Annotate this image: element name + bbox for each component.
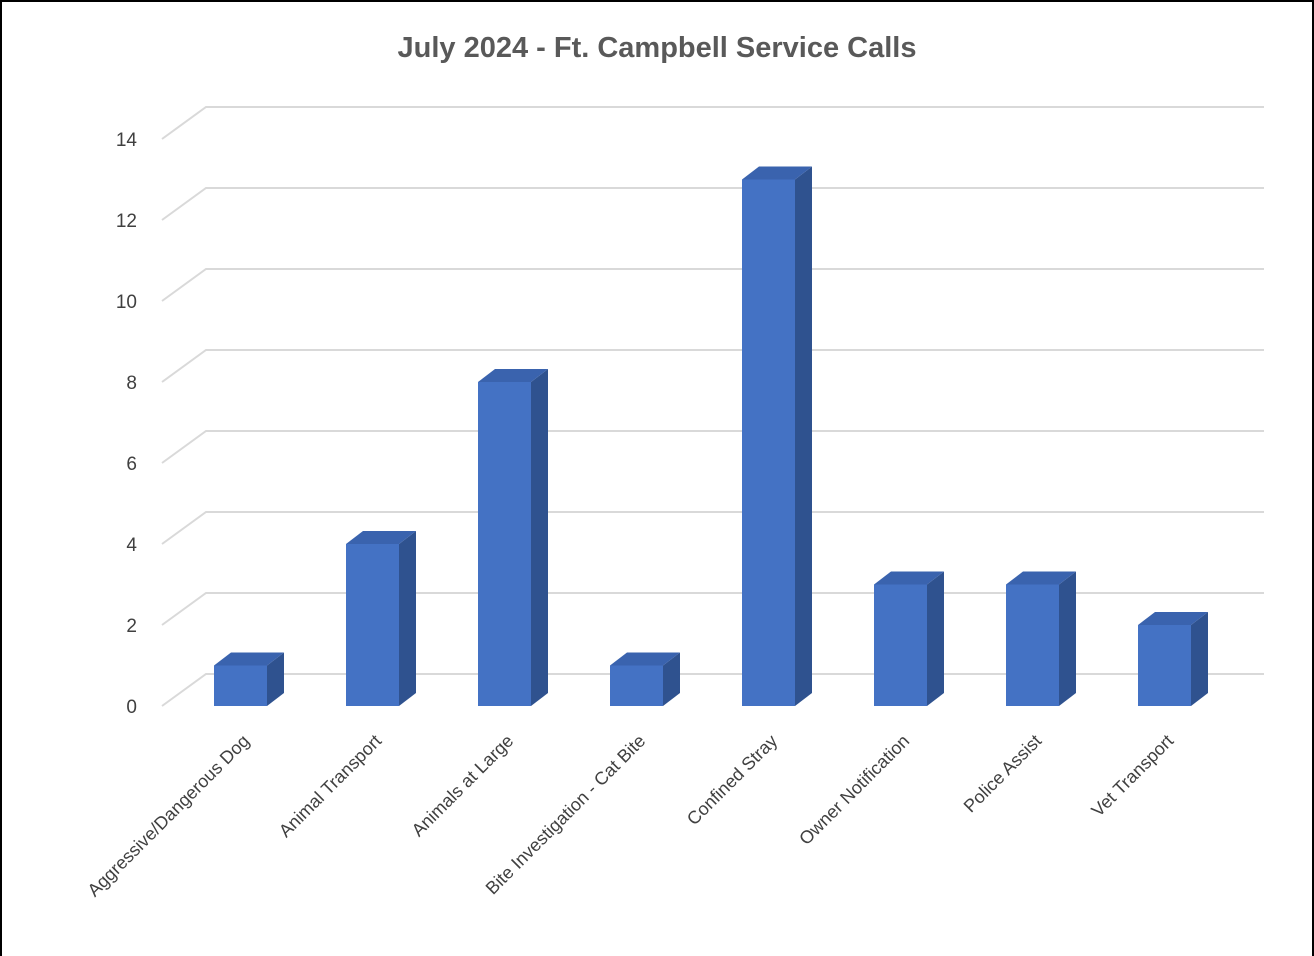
x-category-label: Confined Stray <box>683 731 781 829</box>
bar-top <box>346 531 416 544</box>
bar <box>874 571 944 706</box>
bar-top <box>1006 571 1076 585</box>
y-tick-label: 10 <box>116 292 137 313</box>
gridline <box>161 592 1264 626</box>
bar-side <box>663 652 680 706</box>
bar <box>346 531 416 706</box>
x-category-label: Owner Notification <box>795 731 913 849</box>
x-category-label: Bite Investigation - Cat Bite <box>482 731 650 899</box>
y-axis-ticks: 0 2 4 6 8 10 12 14 <box>116 130 138 718</box>
bar <box>610 652 680 706</box>
x-axis-labels: Aggressive/Dangerous Dog Animal Transport… <box>84 731 1178 901</box>
bar-side <box>927 571 944 706</box>
bar-side <box>1191 612 1208 706</box>
gridline <box>161 673 1264 707</box>
gridline <box>161 349 1264 383</box>
gridline <box>161 430 1264 464</box>
bar-front <box>478 382 531 706</box>
bar <box>214 652 284 706</box>
y-tick-label: 4 <box>126 535 137 556</box>
bar-top <box>1138 612 1208 625</box>
bar-top <box>742 166 812 180</box>
y-tick-label: 6 <box>126 454 137 475</box>
bar-side <box>267 652 284 706</box>
bar <box>1006 571 1076 706</box>
bar-front <box>874 584 927 706</box>
x-category-label: Animal Transport <box>275 731 385 841</box>
bar-front <box>1006 584 1059 706</box>
bar-top <box>610 652 680 666</box>
gridline <box>161 187 1264 221</box>
chart-title: July 2024 - Ft. Campbell Service Calls <box>397 32 917 64</box>
bar-front <box>346 544 399 706</box>
y-tick-label: 8 <box>126 373 137 394</box>
bar-top <box>214 652 284 666</box>
x-category-label: Police Assist <box>960 731 1046 817</box>
bar-side <box>531 369 548 706</box>
bar-top <box>874 571 944 585</box>
gridline <box>161 511 1264 545</box>
x-category-label: Animals at Large <box>408 731 518 841</box>
bar-front <box>214 665 267 706</box>
x-category-label: Vet Transport <box>1087 731 1177 821</box>
bar <box>742 166 812 706</box>
x-category-label: Aggressive/Dangerous Dog <box>84 731 254 901</box>
bar-side <box>399 531 416 706</box>
y-tick-label: 2 <box>126 616 137 637</box>
y-tick-label: 14 <box>116 130 138 151</box>
gridline <box>161 106 1264 140</box>
bar <box>478 369 548 706</box>
gridline <box>161 268 1264 302</box>
y-tick-label: 0 <box>126 697 137 718</box>
bar <box>1138 612 1208 706</box>
chart-frame-edge <box>1312 0 1314 956</box>
bar-front <box>742 179 795 706</box>
bar-side <box>1059 571 1076 706</box>
bar-side <box>795 166 812 706</box>
y-tick-label: 12 <box>116 211 137 232</box>
bar-top <box>478 369 548 382</box>
bars <box>214 166 1208 706</box>
bar-front <box>610 665 663 706</box>
gridlines <box>161 106 1264 707</box>
bar-front <box>1138 625 1191 706</box>
